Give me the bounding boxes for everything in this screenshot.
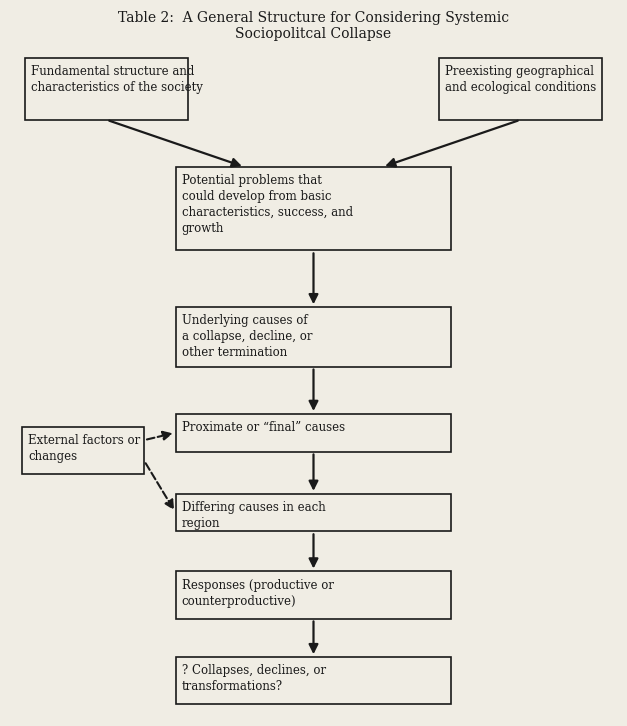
Text: Differing causes in each
region: Differing causes in each region — [182, 501, 325, 530]
Text: Fundamental structure and
characteristics of the society: Fundamental structure and characteristic… — [31, 65, 203, 94]
Text: Preexisting geographical
and ecological conditions: Preexisting geographical and ecological … — [445, 65, 596, 94]
Text: Sociopolitcal Collapse: Sociopolitcal Collapse — [235, 27, 392, 41]
Text: Proximate or “final” causes: Proximate or “final” causes — [182, 421, 345, 434]
FancyBboxPatch shape — [176, 414, 451, 452]
Text: External factors or
changes: External factors or changes — [28, 434, 140, 463]
Text: Potential problems that
could develop from basic
characteristics, success, and
g: Potential problems that could develop fr… — [182, 174, 353, 235]
FancyBboxPatch shape — [176, 307, 451, 367]
Text: Table 2:  A General Structure for Considering Systemic: Table 2: A General Structure for Conside… — [118, 11, 509, 25]
FancyBboxPatch shape — [176, 494, 451, 531]
FancyBboxPatch shape — [176, 571, 451, 619]
Text: Underlying causes of
a collapse, decline, or
other termination: Underlying causes of a collapse, decline… — [182, 314, 312, 359]
Text: Responses (productive or
counterproductive): Responses (productive or counterproducti… — [182, 579, 334, 608]
FancyBboxPatch shape — [176, 167, 451, 250]
Text: ? Collapses, declines, or
transformations?: ? Collapses, declines, or transformation… — [182, 664, 326, 693]
FancyBboxPatch shape — [439, 58, 602, 120]
FancyBboxPatch shape — [25, 58, 188, 120]
FancyBboxPatch shape — [22, 427, 144, 474]
FancyBboxPatch shape — [176, 657, 451, 704]
